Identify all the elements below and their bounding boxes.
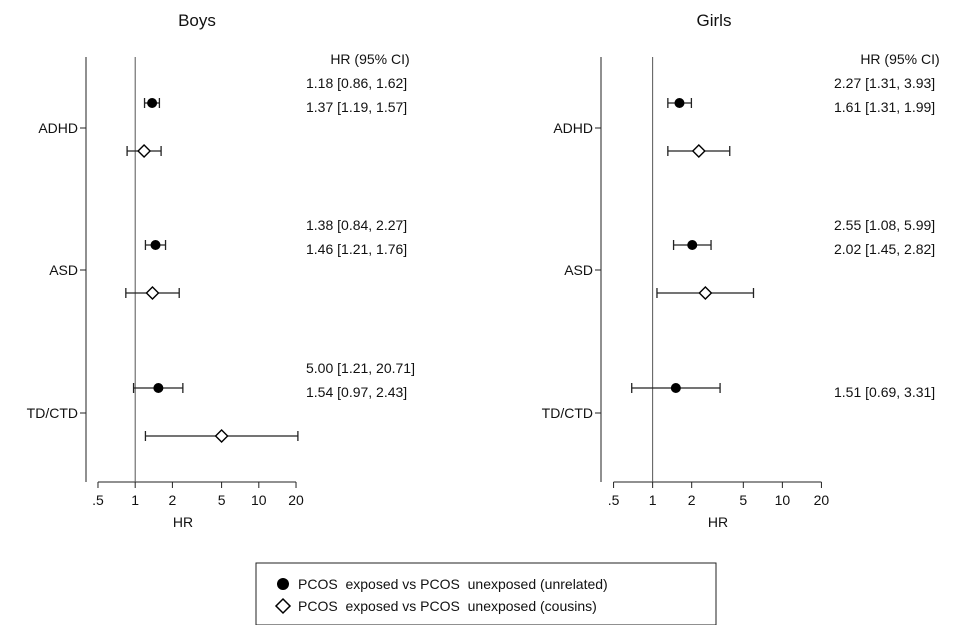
boys-category-label: TD/CTD <box>27 405 78 421</box>
boys-point-cousins <box>145 286 160 300</box>
boys-x-tick-label: 5 <box>218 492 226 508</box>
girls-x-tick-label: 2 <box>688 492 696 508</box>
legend-label-cousins: PCOS exposed vs PCOS unexposed (cousins) <box>298 598 597 614</box>
girls-ci-header: HR (95% CI) <box>860 51 939 67</box>
girls-category-label: ASD <box>564 262 593 278</box>
girls-point-unrelated <box>674 98 685 108</box>
girls-point-cousins <box>698 286 713 300</box>
girls-x-axis-label: HR <box>708 514 728 530</box>
legend-label-unrelated: PCOS exposed vs PCOS unexposed (unrelate… <box>298 576 608 592</box>
girls-category-label: ADHD <box>553 120 593 136</box>
girls-category-label: TD/CTD <box>542 405 593 421</box>
girls-hr-label: 2.55 [1.08, 5.99] <box>834 217 935 233</box>
girls-x-tick-label: 10 <box>775 492 791 508</box>
boys-hr-label: 1.54 [0.97, 2.43] <box>306 384 407 400</box>
girls-x-tick-label: .5 <box>608 492 620 508</box>
girls-panel: Girls HR (95% CI) HR .5 1 2 5 10 20 ADHD ASD TD/… <box>542 11 940 530</box>
legend-marker-unrelated <box>277 578 289 590</box>
boys-x-tick-label: .5 <box>92 492 104 508</box>
legend: PCOS exposed vs PCOS unexposed (unrelate… <box>255 562 717 625</box>
girls-hr-label: 2.27 [1.31, 3.93] <box>834 75 935 91</box>
boys-point-cousins <box>137 144 152 158</box>
boys-x-tick-label: 1 <box>131 492 139 508</box>
boys-x-axis-label: HR <box>173 514 193 530</box>
legend-marker-cousins <box>274 597 292 615</box>
boys-point-unrelated <box>147 98 158 108</box>
girls-hr-label: 1.51 [0.69, 3.31] <box>834 384 935 400</box>
girls-title: Girls <box>697 11 732 30</box>
girls-point-unrelated <box>687 240 698 250</box>
boys-hr-label: 1.37 [1.19, 1.57] <box>306 99 407 115</box>
girls-hr-label: 2.02 [1.45, 2.82] <box>834 241 935 257</box>
boys-ci-header: HR (95% CI) <box>330 51 409 67</box>
boys-category-label: ASD <box>49 262 78 278</box>
boys-panel: Boys HR (95% CI) HR .5 1 2 5 10 20 ADHD ASD TD/C… <box>27 11 415 530</box>
boys-hr-label: 1.46 [1.21, 1.76] <box>306 241 407 257</box>
boys-title: Boys <box>178 11 216 30</box>
boys-point-unrelated <box>150 240 161 250</box>
boys-x-tick-label: 2 <box>169 492 177 508</box>
boys-hr-label: 5.00 [1.21, 20.71] <box>306 360 415 376</box>
legend-box <box>255 562 717 625</box>
boys-hr-label: 1.18 [0.86, 1.62] <box>306 75 407 91</box>
girls-hr-label: 1.61 [1.31, 1.99] <box>834 99 935 115</box>
boys-x-tick-label: 20 <box>288 492 304 508</box>
girls-point-unrelated <box>670 383 681 393</box>
boys-category-label: ADHD <box>38 120 78 136</box>
girls-x-tick-label: 1 <box>649 492 657 508</box>
boys-x-tick-label: 10 <box>251 492 267 508</box>
girls-x-tick-label: 5 <box>739 492 747 508</box>
boys-hr-label: 1.38 [0.84, 2.27] <box>306 217 407 233</box>
boys-point-unrelated <box>153 383 164 393</box>
boys-point-cousins <box>214 429 229 443</box>
girls-point-cousins <box>691 144 706 158</box>
girls-x-tick-label: 20 <box>814 492 830 508</box>
